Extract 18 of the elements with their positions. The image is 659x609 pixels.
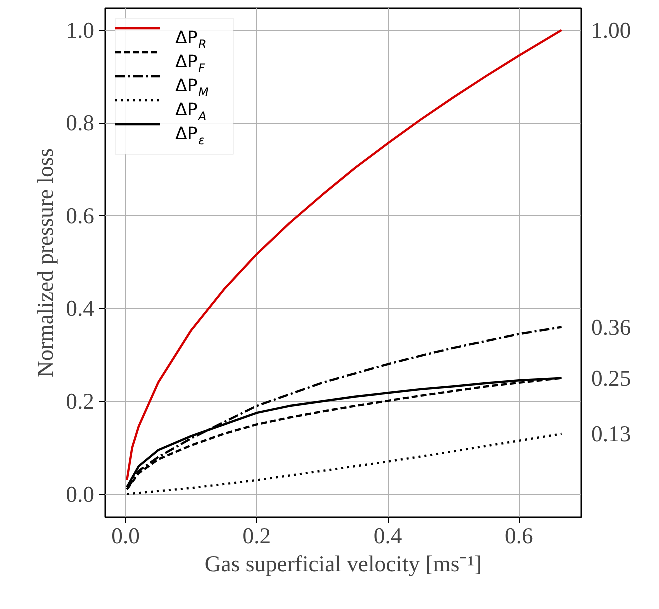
- y-tick-label: 0.0: [66, 482, 95, 507]
- y-tick-label: 0.6: [66, 203, 95, 228]
- x-tick-label: 0.0: [112, 524, 140, 548]
- y-tick-label: 0.2: [66, 389, 95, 414]
- line-series: [126, 432, 563, 496]
- y-tick-label: 0.8: [66, 110, 95, 136]
- x-tick-label: 0.4: [374, 524, 402, 548]
- y-tick-label: 0.4: [66, 296, 95, 322]
- x-axis-title: Gas superficial velocity [ms⁻¹]: [204, 552, 482, 576]
- y-tick-label: 1.0: [66, 18, 95, 43]
- data-label: 0.13: [592, 421, 632, 446]
- x-tick-label: 0.2: [242, 524, 272, 548]
- data-label: 1.00: [592, 18, 632, 43]
- x-tick-label: 0.6: [505, 524, 534, 548]
- data-label: 0.36: [592, 314, 632, 340]
- y-axis-title: Normalized pressure loss: [33, 148, 58, 378]
- data-label: 0.25: [592, 366, 632, 391]
- line-series: [126, 29, 563, 482]
